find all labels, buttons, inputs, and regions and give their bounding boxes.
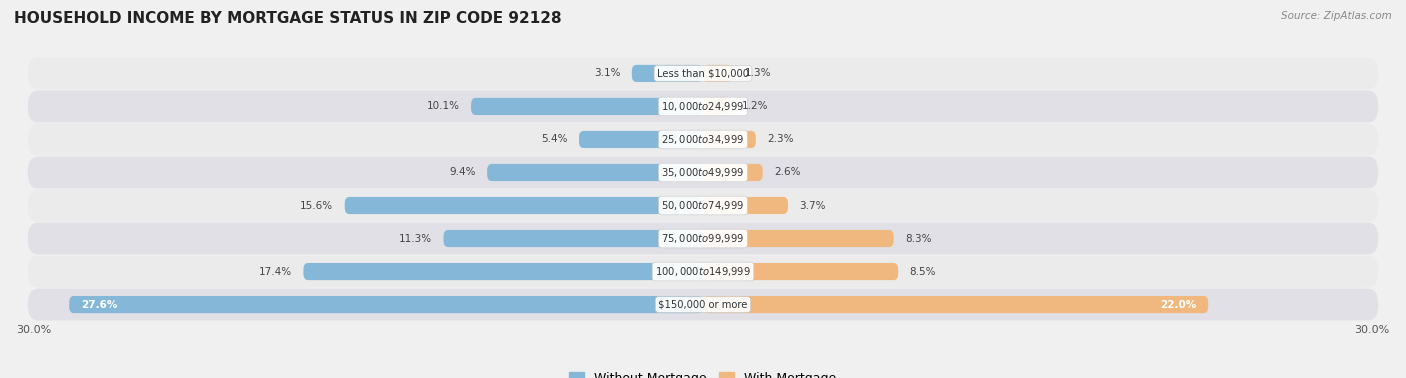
Text: 3.1%: 3.1% [593, 68, 620, 78]
FancyBboxPatch shape [28, 190, 1378, 222]
Text: 9.4%: 9.4% [449, 167, 475, 178]
Text: HOUSEHOLD INCOME BY MORTGAGE STATUS IN ZIP CODE 92128: HOUSEHOLD INCOME BY MORTGAGE STATUS IN Z… [14, 11, 561, 26]
Text: 8.5%: 8.5% [910, 266, 936, 277]
Text: 10.1%: 10.1% [426, 101, 460, 112]
Text: 1.2%: 1.2% [742, 101, 769, 112]
Text: 2.3%: 2.3% [768, 135, 794, 144]
Text: $75,000 to $99,999: $75,000 to $99,999 [661, 232, 745, 245]
FancyBboxPatch shape [703, 296, 1208, 313]
FancyBboxPatch shape [703, 263, 898, 280]
FancyBboxPatch shape [28, 156, 1378, 188]
FancyBboxPatch shape [703, 164, 762, 181]
Text: 2.6%: 2.6% [775, 167, 800, 178]
Text: $35,000 to $49,999: $35,000 to $49,999 [661, 166, 745, 179]
Text: 30.0%: 30.0% [17, 325, 52, 335]
Text: 1.3%: 1.3% [744, 68, 770, 78]
Text: 5.4%: 5.4% [541, 135, 568, 144]
FancyBboxPatch shape [344, 197, 703, 214]
FancyBboxPatch shape [28, 256, 1378, 287]
FancyBboxPatch shape [486, 164, 703, 181]
FancyBboxPatch shape [443, 230, 703, 247]
FancyBboxPatch shape [28, 124, 1378, 155]
Text: 15.6%: 15.6% [299, 200, 333, 211]
FancyBboxPatch shape [28, 91, 1378, 122]
Text: $10,000 to $24,999: $10,000 to $24,999 [661, 100, 745, 113]
Text: $50,000 to $74,999: $50,000 to $74,999 [661, 199, 745, 212]
FancyBboxPatch shape [28, 57, 1378, 89]
FancyBboxPatch shape [703, 98, 731, 115]
FancyBboxPatch shape [703, 65, 733, 82]
FancyBboxPatch shape [69, 296, 703, 313]
FancyBboxPatch shape [703, 230, 894, 247]
Text: Source: ZipAtlas.com: Source: ZipAtlas.com [1281, 11, 1392, 21]
Text: 8.3%: 8.3% [905, 234, 932, 243]
Text: 11.3%: 11.3% [399, 234, 432, 243]
Text: 27.6%: 27.6% [80, 300, 117, 310]
FancyBboxPatch shape [28, 223, 1378, 254]
Text: $25,000 to $34,999: $25,000 to $34,999 [661, 133, 745, 146]
Text: 17.4%: 17.4% [259, 266, 292, 277]
FancyBboxPatch shape [703, 197, 787, 214]
Text: $100,000 to $149,999: $100,000 to $149,999 [655, 265, 751, 278]
Legend: Without Mortgage, With Mortgage: Without Mortgage, With Mortgage [564, 367, 842, 378]
Text: Less than $10,000: Less than $10,000 [657, 68, 749, 78]
FancyBboxPatch shape [703, 131, 756, 148]
FancyBboxPatch shape [579, 131, 703, 148]
Text: $150,000 or more: $150,000 or more [658, 300, 748, 310]
FancyBboxPatch shape [304, 263, 703, 280]
FancyBboxPatch shape [471, 98, 703, 115]
Text: 30.0%: 30.0% [1354, 325, 1389, 335]
Text: 22.0%: 22.0% [1160, 300, 1197, 310]
FancyBboxPatch shape [28, 289, 1378, 321]
FancyBboxPatch shape [631, 65, 703, 82]
Text: 3.7%: 3.7% [800, 200, 825, 211]
